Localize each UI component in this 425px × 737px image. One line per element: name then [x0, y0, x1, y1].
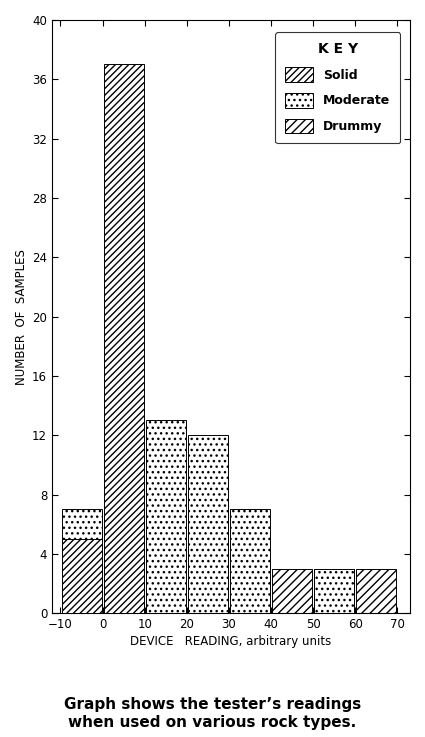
Legend: Solid, Moderate, Drummy: Solid, Moderate, Drummy: [275, 32, 400, 143]
X-axis label: DEVICE   READING, arbitrary units: DEVICE READING, arbitrary units: [130, 635, 332, 649]
Bar: [272, 569, 312, 613]
Bar: [104, 65, 144, 613]
Bar: [104, 509, 144, 613]
Text: Graph shows the tester’s readings
when used on various rock types.: Graph shows the tester’s readings when u…: [64, 697, 361, 730]
Bar: [356, 569, 397, 613]
Y-axis label: NUMBER  OF  SAMPLES: NUMBER OF SAMPLES: [15, 248, 28, 385]
Bar: [188, 509, 228, 613]
Bar: [62, 509, 102, 613]
Bar: [314, 569, 354, 613]
Bar: [230, 509, 270, 613]
Bar: [104, 598, 144, 613]
Bar: [188, 436, 228, 613]
Bar: [314, 569, 354, 613]
Bar: [146, 421, 186, 613]
Bar: [62, 539, 102, 613]
Bar: [230, 539, 270, 613]
Bar: [146, 480, 186, 613]
